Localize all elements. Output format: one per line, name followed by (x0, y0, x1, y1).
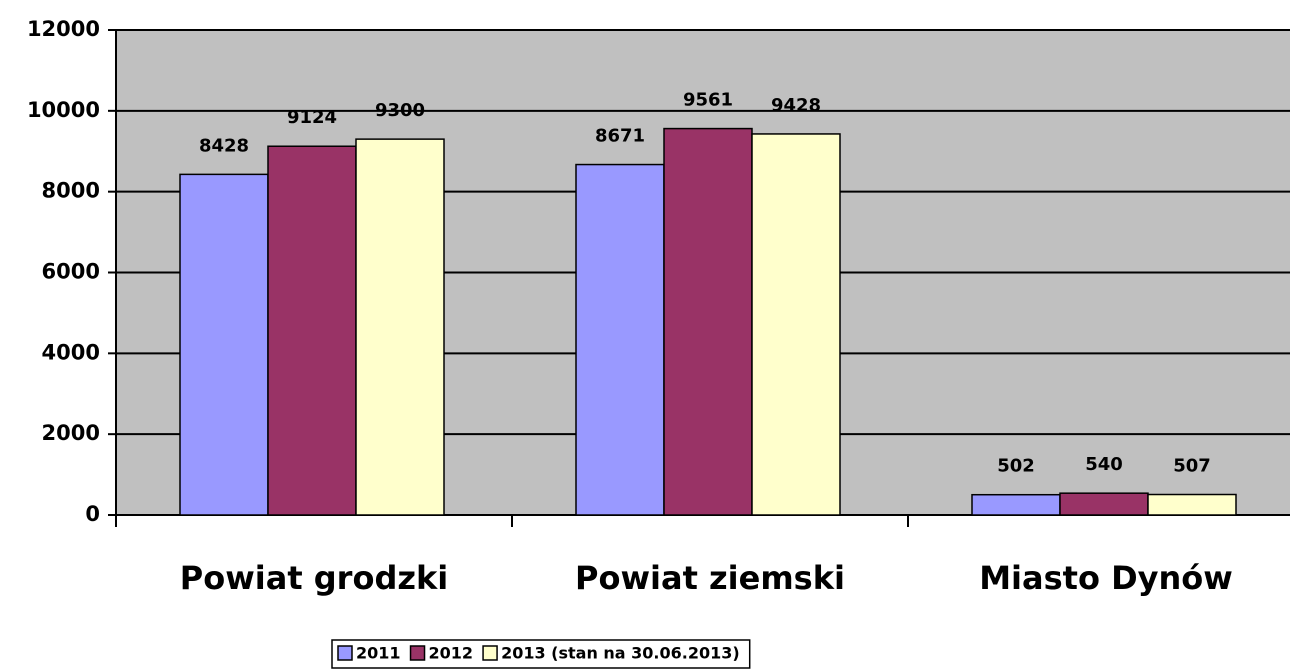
y-tick-label: 8000 (42, 179, 100, 203)
bar (971, 493, 1061, 516)
bar (1059, 492, 1149, 516)
data-label: 9300 (375, 100, 425, 121)
legend-label: 2011 (356, 644, 401, 663)
legend-swatch (482, 645, 498, 661)
legend-swatch (337, 645, 353, 661)
data-label: 8671 (595, 126, 645, 147)
bar (179, 173, 269, 516)
data-label: 540 (1085, 454, 1123, 475)
y-tick-label: 6000 (42, 260, 100, 284)
y-tick-label: 10000 (27, 98, 100, 122)
bar (267, 145, 357, 516)
data-label: 8428 (199, 135, 249, 156)
legend-label: 2013 (stan na 30.06.2013) (501, 644, 740, 663)
legend-swatch (409, 645, 426, 661)
x-tick-label: Miasto Dynów (979, 559, 1233, 597)
bar (663, 127, 753, 516)
legend-box (331, 639, 751, 669)
data-label: 9428 (771, 95, 821, 116)
bar (355, 138, 445, 516)
y-tick-label: 2000 (42, 421, 100, 445)
y-tick-label: 4000 (42, 340, 100, 364)
bar (751, 133, 841, 516)
data-label: 9561 (683, 90, 733, 111)
y-tick-label: 0 (85, 502, 100, 526)
legend: 2011 2012 2013 (stan na 30.06.2013) (331, 639, 751, 669)
data-label: 502 (997, 456, 1035, 477)
bar (1147, 493, 1237, 516)
data-label: 9124 (287, 107, 337, 128)
legend-label: 2012 (429, 644, 474, 663)
data-label: 507 (1173, 456, 1211, 477)
y-tick-label: 12000 (27, 17, 100, 41)
x-tick-label: Powiat grodzki (180, 559, 448, 597)
x-tick-label: Powiat ziemski (575, 559, 845, 597)
bar (575, 163, 665, 516)
